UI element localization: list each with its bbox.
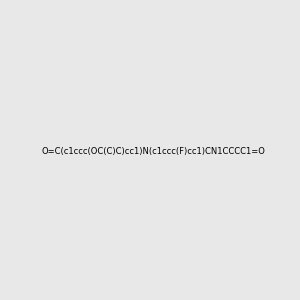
Text: O=C(c1ccc(OC(C)C)cc1)N(c1ccc(F)cc1)CN1CCCC1=O: O=C(c1ccc(OC(C)C)cc1)N(c1ccc(F)cc1)CN1CC… <box>42 147 266 156</box>
